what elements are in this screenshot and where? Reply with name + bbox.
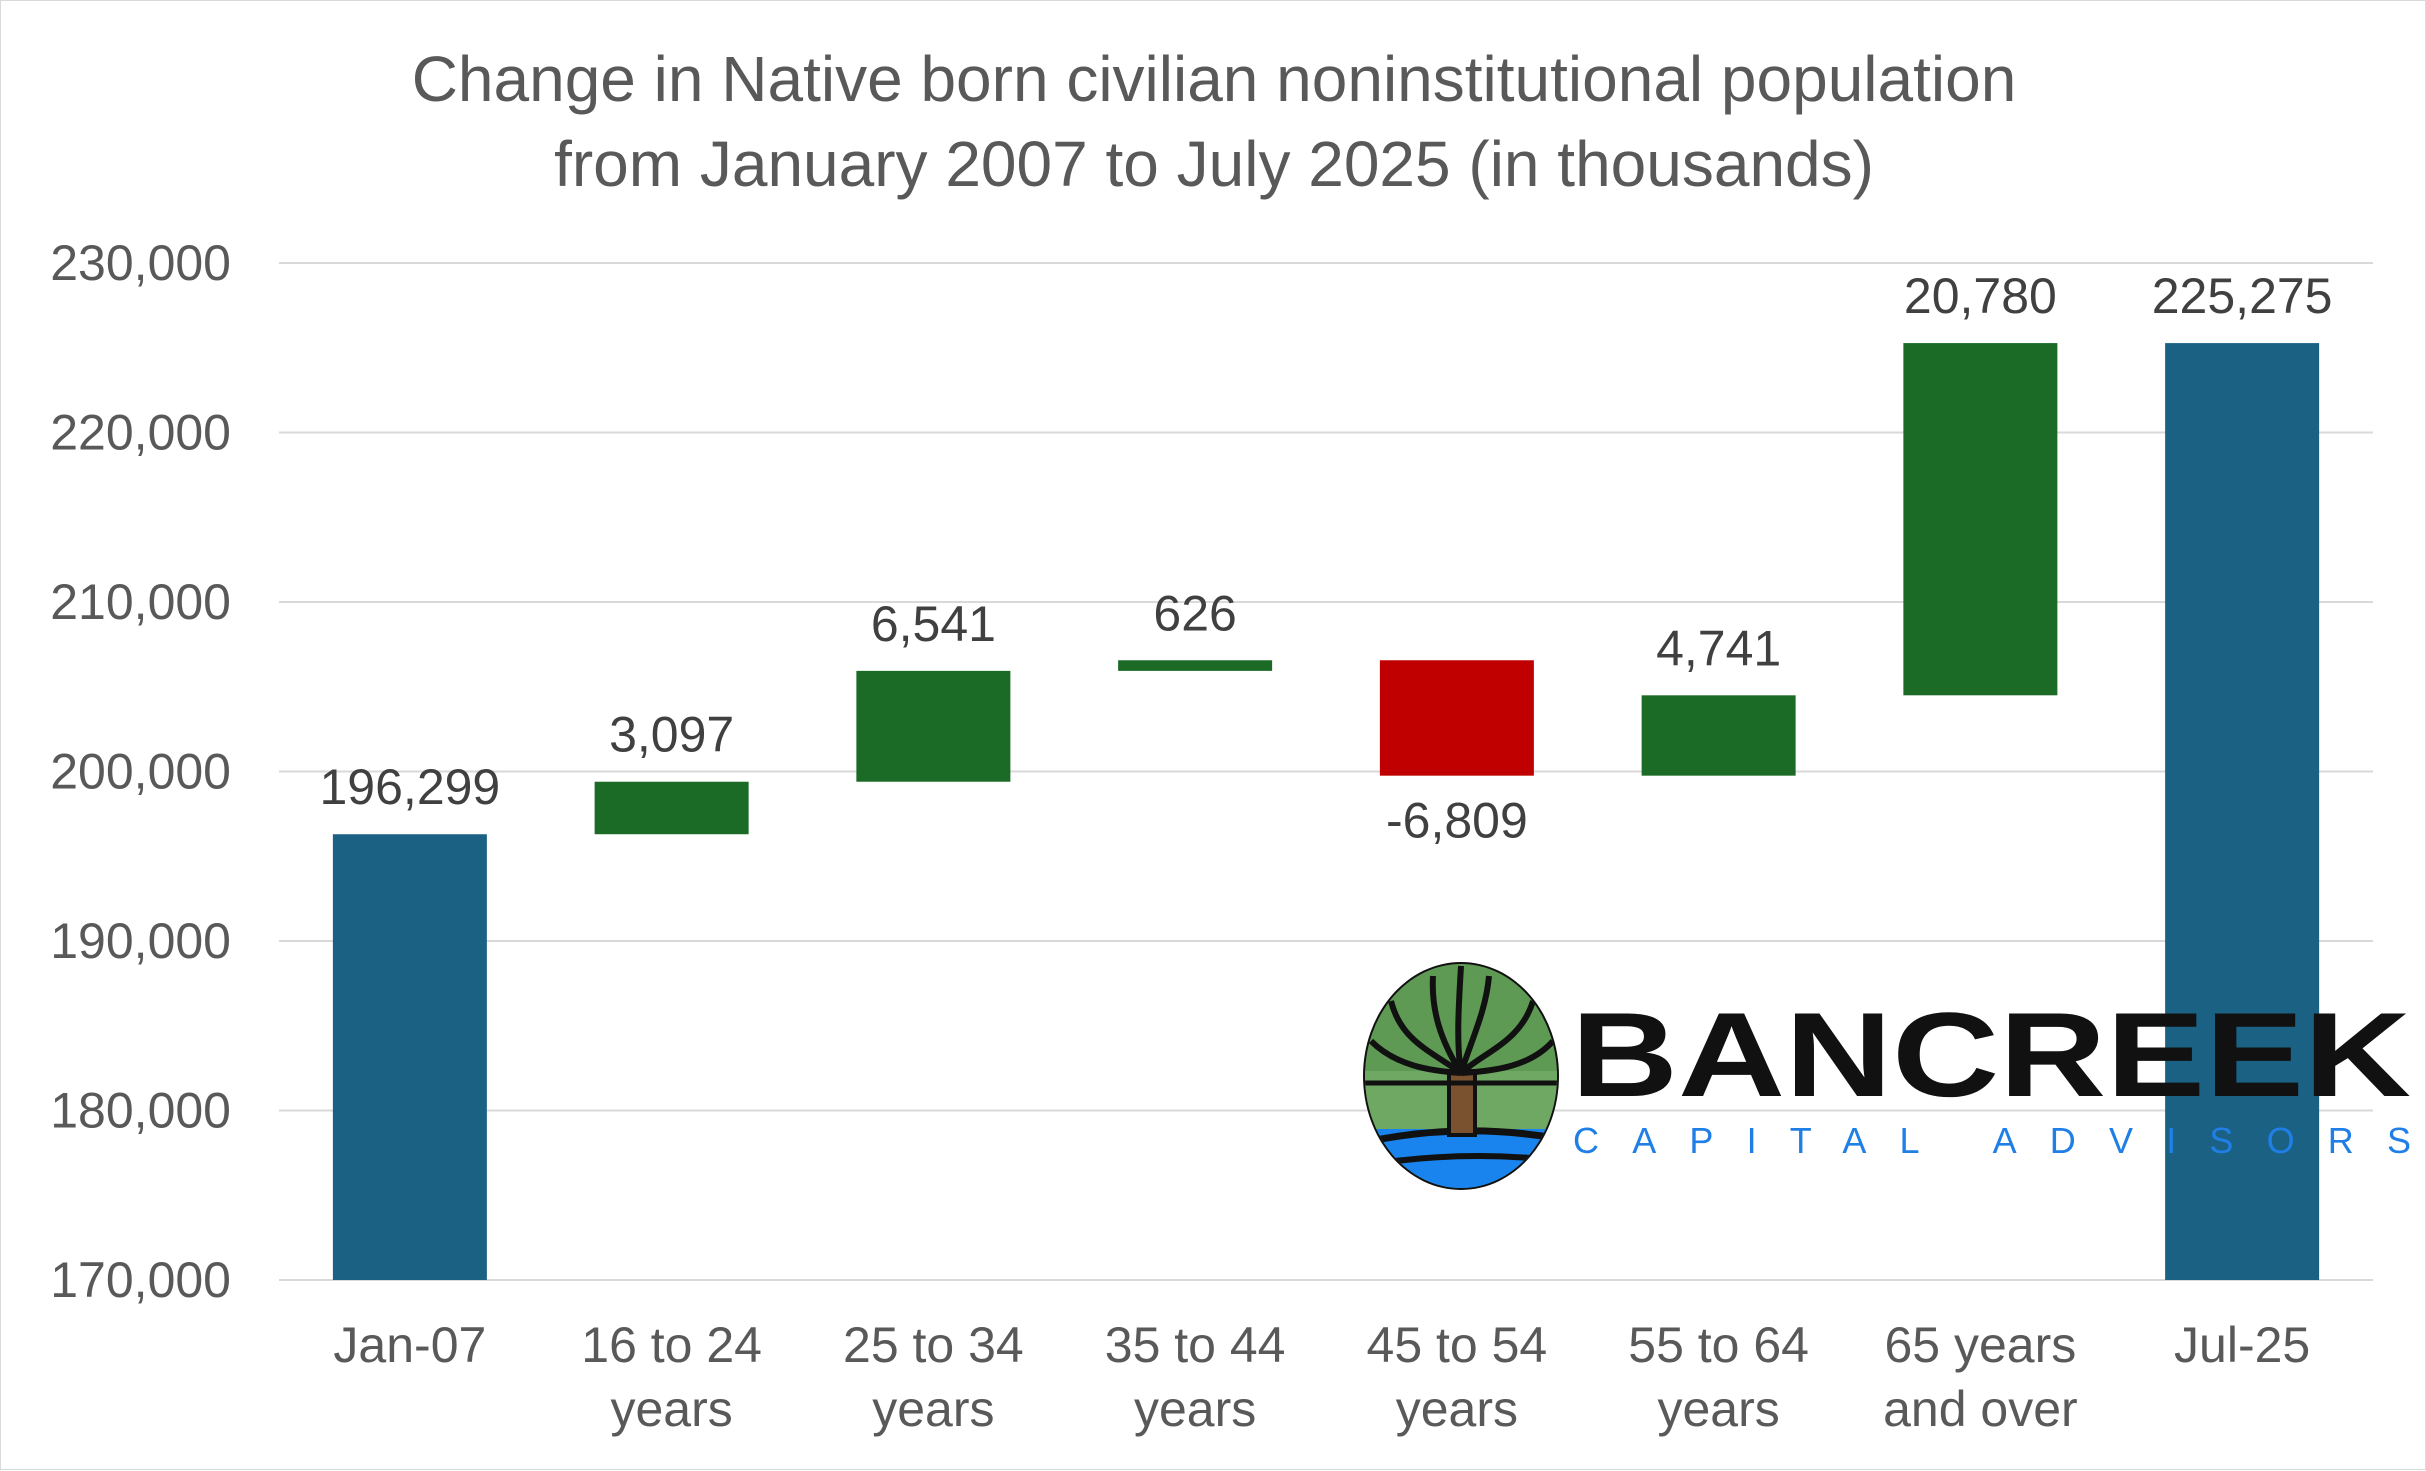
bar-increase: [1903, 343, 2058, 696]
category-label: 45 to 54: [1367, 1317, 1548, 1373]
gridlines: [279, 262, 2373, 1281]
data-label: 626: [1153, 585, 1236, 641]
y-tick-label: 200,000: [50, 744, 231, 800]
category-label: 35 to 44: [1105, 1317, 1286, 1373]
data-label: 3,097: [609, 707, 734, 763]
y-tick-label: 190,000: [50, 913, 231, 969]
category-label: years: [1134, 1381, 1256, 1437]
category-label: 16 to 24: [581, 1317, 762, 1373]
bar-increase: [1641, 695, 1796, 776]
data-label: 196,299: [320, 759, 501, 815]
category-label: Jul-25: [2174, 1317, 2310, 1373]
bars: [332, 343, 2320, 1280]
category-label: years: [872, 1381, 994, 1437]
y-tick-label: 180,000: [50, 1083, 231, 1139]
category-label: years: [1396, 1381, 1518, 1437]
logo-tagline: CAPITAL ADVISORS: [1573, 1120, 2411, 1161]
data-labels: 196,299 3,097 6,541 626 -6,809 4,741 20,780 225…: [320, 268, 2333, 849]
chart-title-line-1: Change in Native born civilian noninstit…: [412, 43, 2017, 115]
x-axis-categories: Jan-07 16 to 24 years 25 to 34 years 35 to 44…: [333, 1317, 2310, 1437]
y-tick-label: 170,000: [50, 1252, 231, 1308]
category-label: 55 to 64: [1628, 1317, 1809, 1373]
category-label: Jan-07: [333, 1317, 486, 1373]
category-label: and over: [1883, 1381, 2078, 1437]
category-label: 65 years: [1884, 1317, 2076, 1373]
data-label: 6,541: [871, 596, 996, 652]
bar-total: [2165, 343, 2320, 1280]
y-tick-label: 210,000: [50, 574, 231, 630]
y-tick-label: 220,000: [50, 405, 231, 461]
bar-total: [332, 834, 487, 1280]
bancreek-logo: BANCREEK CAPITAL ADVISORS: [1363, 962, 2411, 1190]
y-tick-label: 230,000: [50, 235, 231, 291]
bar-increase: [856, 670, 1011, 782]
chart-title-line-2: from January 2007 to July 2025 (in thous…: [554, 128, 1874, 200]
logo-wordmark: BANCREEK: [1571, 988, 2411, 1122]
tree-emblem-icon: [1365, 964, 1557, 1188]
y-axis-ticks: 170,000 180,000 190,000 200,000 210,000 220,0…: [50, 235, 231, 1308]
category-label: years: [610, 1381, 732, 1437]
data-label: 225,275: [2152, 268, 2333, 324]
chart-title: Change in Native born civilian noninstit…: [412, 43, 2017, 200]
bar-increase: [1118, 660, 1273, 671]
data-label: -6,809: [1386, 793, 1528, 849]
data-label: 4,741: [1656, 620, 1781, 676]
bar-decrease: [1379, 660, 1534, 776]
bar-increase: [594, 781, 749, 835]
category-label: 25 to 34: [843, 1317, 1024, 1373]
data-label: 20,780: [1904, 268, 2057, 324]
category-label: years: [1657, 1381, 1779, 1437]
